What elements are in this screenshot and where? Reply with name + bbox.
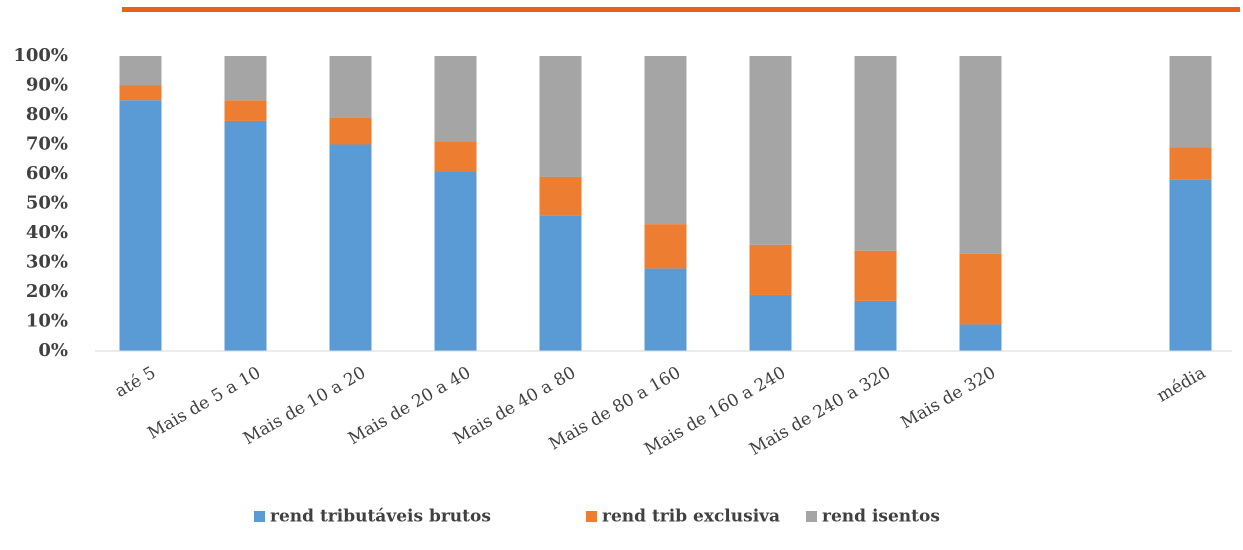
- bar-segment: [959, 56, 1002, 254]
- y-tick-label: 100%: [13, 45, 68, 66]
- bar-segment: [854, 300, 897, 351]
- bar-segment: [1169, 56, 1212, 148]
- y-tick-label: 90%: [26, 75, 68, 96]
- bar-segment: [539, 176, 582, 216]
- bar-segment: [1169, 147, 1212, 180]
- y-tick-label: 30%: [26, 252, 68, 273]
- bar-segment: [1169, 179, 1212, 351]
- bar-segment: [749, 294, 792, 351]
- bar-segment: [644, 56, 687, 225]
- legend-swatch: [586, 511, 597, 522]
- bar-segment: [539, 56, 582, 177]
- x-tick-label: média: [1154, 363, 1210, 407]
- bar-segment: [434, 171, 477, 351]
- x-tick-label: Mais de 320: [898, 363, 1000, 433]
- bar-segment: [329, 56, 372, 118]
- bar-segment: [959, 324, 1002, 351]
- legend-label: rend isentos: [822, 507, 940, 527]
- legend-label: rend tributáveis brutos: [270, 507, 491, 527]
- y-tick-label: 50%: [26, 193, 68, 214]
- legend-swatch: [254, 511, 265, 522]
- legend-label: rend trib exclusiva: [602, 507, 780, 527]
- x-tick-label: até 5: [112, 363, 159, 402]
- bar-segment: [119, 56, 162, 86]
- bar-segment: [959, 253, 1002, 325]
- bar-segment: [434, 56, 477, 142]
- bar-segment: [749, 56, 792, 245]
- bar-segment: [224, 120, 267, 352]
- legend-swatch: [806, 511, 817, 522]
- y-tick-label: 60%: [26, 163, 68, 184]
- bar-segment: [224, 100, 267, 121]
- bar-segment: [644, 268, 687, 351]
- bar-segment: [644, 224, 687, 269]
- header-rule: [122, 7, 1240, 12]
- y-tick-label: 0%: [38, 340, 68, 361]
- bar-segment: [329, 144, 372, 351]
- y-tick-label: 20%: [26, 281, 68, 302]
- bar-segment: [119, 100, 162, 351]
- y-tick-label: 70%: [26, 134, 68, 155]
- bar-segment: [749, 244, 792, 295]
- bar-segment: [854, 250, 897, 301]
- y-tick-label: 80%: [26, 104, 68, 125]
- bar-segment: [119, 85, 162, 101]
- bar-segment: [329, 117, 372, 145]
- y-tick-label: 40%: [26, 222, 68, 243]
- bar-segment: [539, 215, 582, 351]
- y-tick-label: 10%: [26, 311, 68, 332]
- bar-segment: [854, 56, 897, 251]
- bar-segment: [224, 56, 267, 101]
- bar-segment: [434, 141, 477, 172]
